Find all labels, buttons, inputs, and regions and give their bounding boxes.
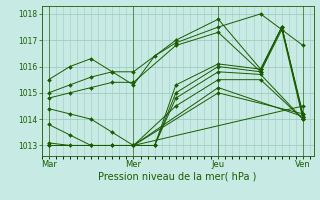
X-axis label: Pression niveau de la mer( hPa ): Pression niveau de la mer( hPa ) bbox=[99, 172, 257, 182]
